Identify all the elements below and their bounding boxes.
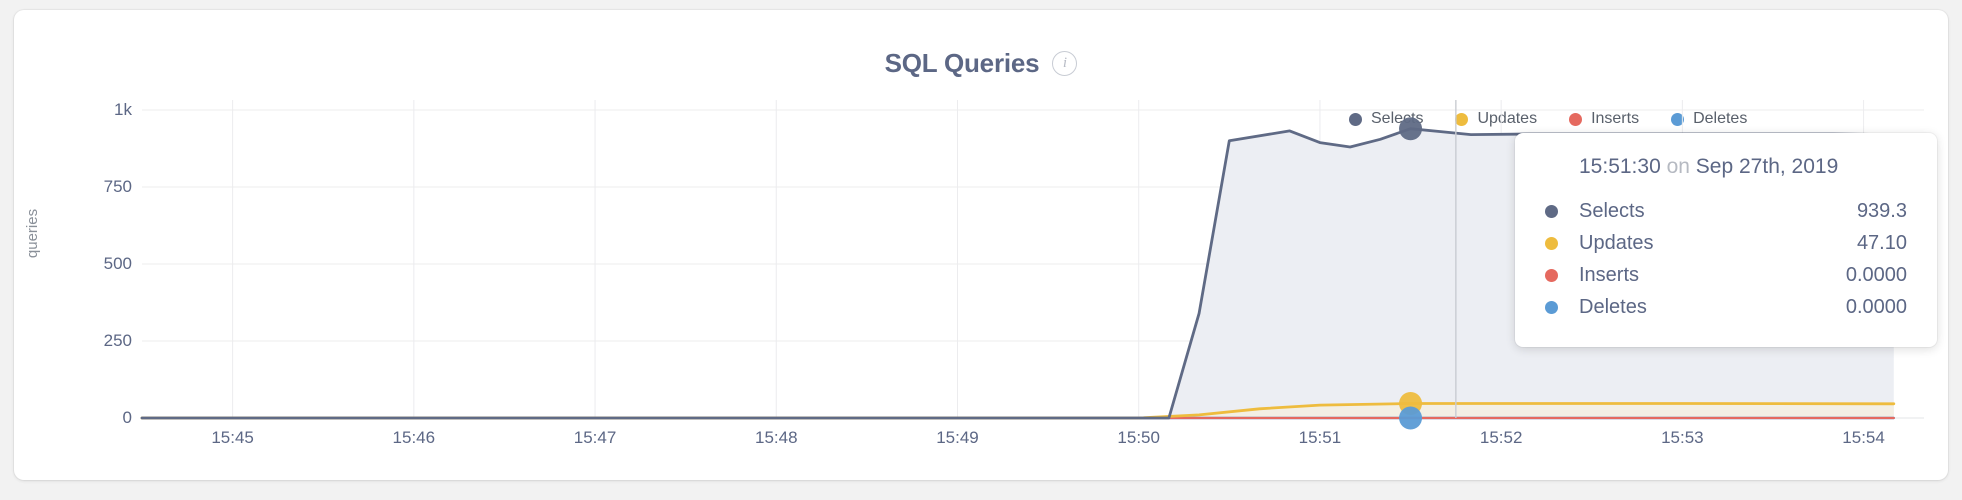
x-axis-tick-label: 15:45 [211,428,254,447]
y-axis-tick-label: 250 [103,331,132,350]
x-axis-tick-label: 15:53 [1661,428,1704,447]
hover-tooltip: 15:51:30 on Sep 27th, 2019 Selects 939.3 U… [1515,133,1937,347]
legend-dot-deletes-icon [1671,112,1685,126]
legend-label: Inserts [1591,110,1640,127]
tooltip-series-name: Inserts [1579,263,1640,286]
y-axis-ticks: 1k 750 500 250 0 [14,10,132,480]
page-title: SQL Queries [884,48,1040,78]
legend-item-inserts[interactable]: Inserts [1569,110,1639,128]
sql-queries-chart-card: SQL Queries i Selects Updates Inserts Delet… [14,10,1948,480]
x-axis-tick-label: 15:49 [936,428,979,447]
x-axis-tick-label: 15:50 [1117,428,1160,447]
tooltip-dot-selects-icon [1545,204,1558,218]
x-axis-tick-label: 15:48 [754,428,798,447]
tooltip-dot-inserts-icon [1545,268,1558,282]
legend-item-updates[interactable]: Updates [1455,110,1537,128]
tooltip-dot-deletes-icon [1545,300,1558,314]
area-updates [142,403,1894,418]
legend-item-deletes[interactable]: Deletes [1671,110,1747,128]
y-axis-tick-label: 750 [103,177,132,196]
legend-label: Deletes [1693,110,1748,127]
tooltip-dot-updates-icon [1545,236,1558,250]
legend-item-selects[interactable]: Selects [1349,110,1423,128]
tooltip-row: Deletes 0.0000 [1545,291,1907,323]
y-axis-label: queries [24,208,42,259]
hover-marker-deletes[interactable] [1399,406,1423,430]
tooltip-time: 15:51:30 [1579,155,1661,178]
tooltip-series-name: Selects [1579,199,1645,222]
x-axis-tick-label: 15:52 [1479,428,1523,447]
x-axis-tick-label: 15:46 [392,428,436,447]
tooltip-row: Selects 939.3 [1545,195,1907,227]
x-axis-tick-label: 15:51 [1298,428,1342,447]
y-axis-tick-label: 1k [114,100,132,119]
tooltip-on-word: on [1666,155,1690,178]
tooltip-row: Inserts 0.0000 [1545,259,1907,291]
y-axis-tick-label: 0 [122,408,132,427]
hover-marker-updates[interactable] [1399,391,1423,415]
tooltip-series-name: Updates [1579,231,1654,254]
legend-dot-selects-icon [1349,112,1362,126]
x-axis-tick-label: 15:47 [573,428,617,447]
x-axis-ticks: 15:45 15:46 15:47 15:48 15:49 15:50 15:51 15:52… [14,428,1948,454]
tooltip-series-name: Deletes [1579,295,1647,318]
tooltip-header: 15:51:30 on Sep 27th, 2019 [1545,155,1907,179]
tooltip-rows: Selects 939.3 Updates 47.10 Inserts 0.0000 Del… [1545,195,1907,323]
info-icon[interactable]: i [1052,51,1078,76]
chart-legend: Selects Updates Inserts Deletes [1349,110,1747,128]
tooltip-series-value: 47.10 [1856,231,1907,254]
tooltip-row: Updates 47.10 [1545,227,1907,259]
tooltip-date: Sep 27th, 2019 [1695,155,1839,178]
legend-dot-inserts-icon [1569,112,1583,126]
tooltip-series-value: 939.3 [1856,199,1907,222]
legend-label: Updates [1477,110,1538,127]
legend-label: Selects [1371,110,1424,127]
tooltip-series-value: 0.0000 [1845,263,1907,286]
tooltip-series-value: 0.0000 [1845,295,1907,318]
chart-header: SQL Queries i [14,48,1948,79]
legend-dot-updates-icon [1455,112,1469,126]
x-axis-tick-label: 15:54 [1842,428,1885,447]
y-axis-tick-label: 500 [103,254,132,273]
line-updates [140,402,1896,420]
